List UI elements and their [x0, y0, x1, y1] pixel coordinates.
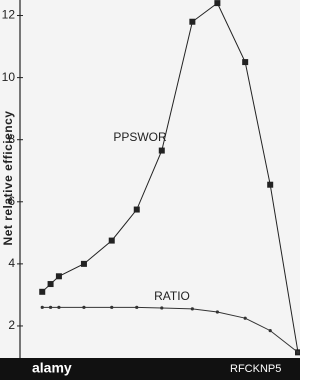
marker: [242, 59, 249, 66]
marker: [110, 305, 114, 309]
marker: [40, 305, 44, 309]
marker: [108, 237, 115, 244]
series-label: PPSWOR: [113, 130, 167, 144]
marker: [296, 350, 300, 354]
background: [0, 0, 300, 380]
marker: [189, 18, 196, 25]
y-tick-label: 4: [8, 256, 15, 270]
marker: [47, 281, 54, 288]
chart: Net relative efficiency 2 4 6 8 10 12 PPSWOR RA…: [0, 0, 300, 380]
y-tick-label: 8: [8, 132, 15, 146]
marker: [160, 306, 164, 310]
marker: [267, 181, 274, 188]
y-tick-label: 12: [2, 8, 16, 22]
y-axis-label: Net relative efficiency: [1, 111, 15, 246]
watermark-bar: [0, 358, 300, 380]
marker: [48, 305, 53, 309]
marker: [82, 305, 86, 309]
marker: [39, 288, 46, 295]
y-tick-label: 6: [8, 194, 15, 208]
marker: [57, 305, 61, 309]
watermark-id: RFCKNP5: [230, 363, 281, 375]
series-label: RATIO: [154, 289, 190, 303]
marker: [55, 273, 62, 280]
watermark-brand: alamy: [32, 360, 72, 376]
marker: [135, 305, 139, 309]
marker: [158, 147, 165, 154]
marker: [215, 310, 219, 314]
y-tick-label: 2: [8, 318, 15, 332]
marker: [214, 0, 221, 7]
marker: [190, 307, 194, 311]
marker: [243, 316, 247, 320]
marker: [133, 206, 140, 213]
marker: [268, 329, 272, 333]
y-tick-label: 10: [2, 70, 16, 84]
marker: [80, 260, 87, 267]
